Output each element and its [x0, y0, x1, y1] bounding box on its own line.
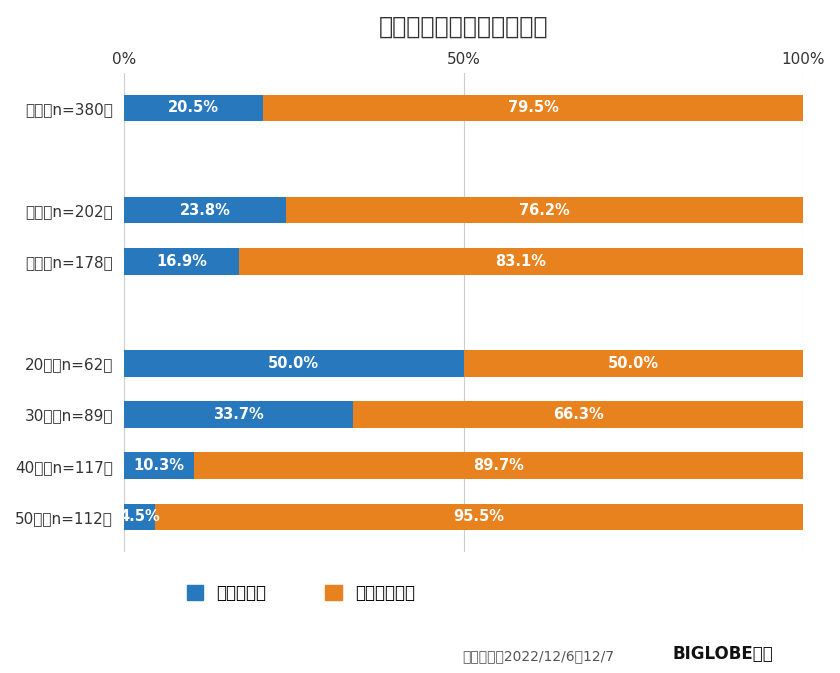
Text: 50.0%: 50.0%: [268, 356, 319, 371]
Text: 4.5%: 4.5%: [119, 509, 160, 524]
Bar: [124, 248, 239, 275]
Text: 調査期間：2022/12/6〜12/7: 調査期間：2022/12/6〜12/7: [462, 649, 614, 663]
Bar: [155, 503, 803, 530]
Bar: [286, 197, 803, 223]
Text: 23.8%: 23.8%: [180, 203, 230, 217]
Text: 83.1%: 83.1%: [496, 254, 547, 269]
Bar: [239, 248, 803, 275]
Bar: [194, 452, 803, 479]
Bar: [124, 350, 464, 377]
Legend: 考えている, 考えていない: 考えている, 考えていない: [186, 584, 415, 602]
Text: 79.5%: 79.5%: [508, 100, 559, 116]
Bar: [353, 401, 803, 428]
Text: 10.3%: 10.3%: [134, 458, 185, 473]
Bar: [124, 452, 194, 479]
Text: 16.9%: 16.9%: [156, 254, 207, 269]
Bar: [124, 95, 263, 121]
Bar: [124, 197, 286, 223]
Text: 50.0%: 50.0%: [608, 356, 659, 371]
Bar: [124, 503, 155, 530]
Text: 33.7%: 33.7%: [213, 407, 264, 422]
Text: 66.3%: 66.3%: [553, 407, 603, 422]
Bar: [263, 95, 803, 121]
Text: 76.2%: 76.2%: [519, 203, 570, 217]
Text: 89.7%: 89.7%: [473, 458, 524, 473]
Bar: [124, 401, 353, 428]
Text: 20.5%: 20.5%: [168, 100, 219, 116]
Text: BIGLOBE調べ: BIGLOBE調べ: [672, 645, 773, 663]
Text: 95.5%: 95.5%: [454, 509, 504, 524]
Title: お年玉のキャッシュレス化: お年玉のキャッシュレス化: [379, 15, 549, 39]
Bar: [464, 350, 803, 377]
